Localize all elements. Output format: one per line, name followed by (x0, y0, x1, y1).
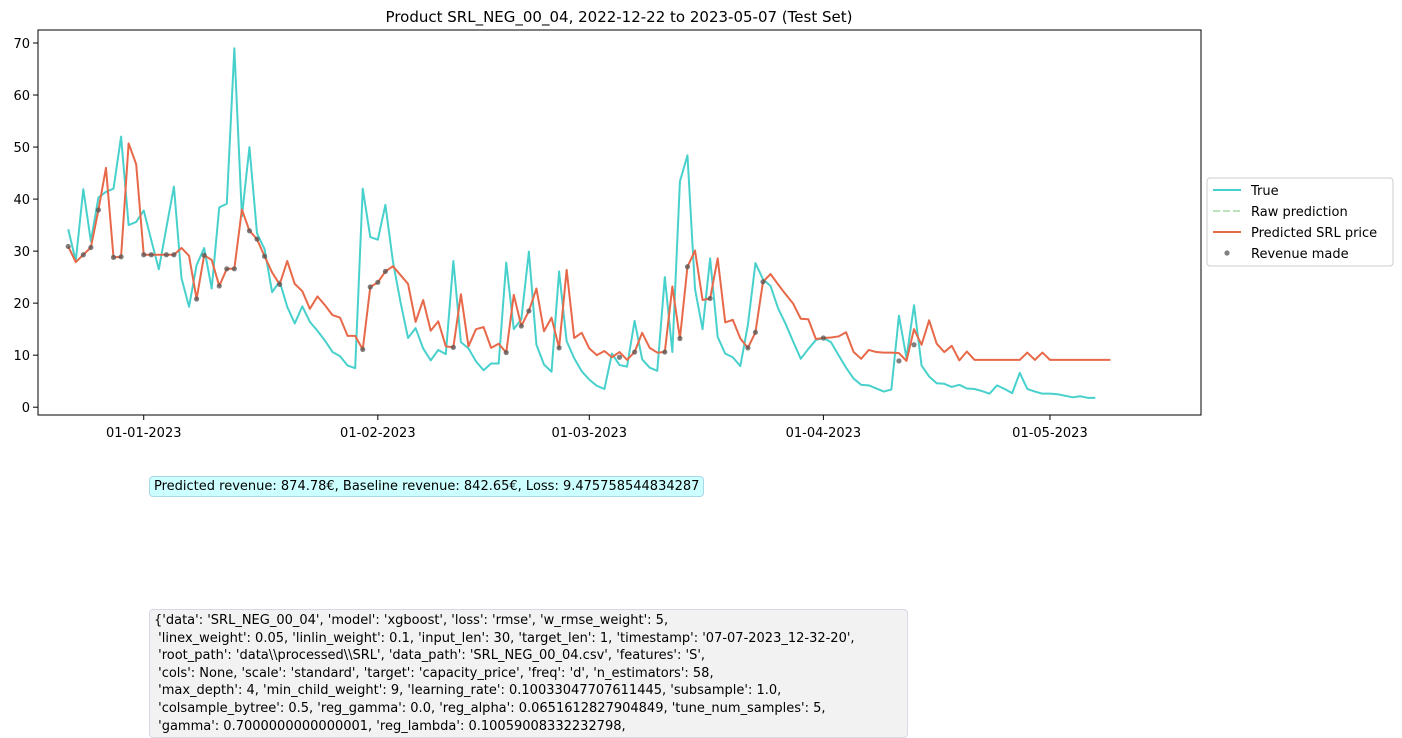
revenue-made-point (752, 329, 759, 335)
revenue-made-point (677, 335, 683, 342)
legend-box (1206, 177, 1394, 267)
revenue-made-point (911, 342, 917, 348)
revenue-made-point (193, 296, 200, 302)
legend-label: Predicted SRL price (1251, 226, 1377, 241)
series-line-predicted-srl-price (67, 142, 1111, 362)
revenue-made-point (367, 284, 373, 290)
revenue-made-point (820, 335, 827, 341)
y-tick-label: 40 (13, 193, 30, 208)
x-tick-label: 01-01-2023 (106, 426, 182, 441)
line-chart: Product SRL_NEG_00_04, 2022-12-22 to 202… (13, 8, 1394, 441)
revenue-made-point (760, 279, 766, 285)
legend-label: Raw prediction (1251, 205, 1348, 220)
x-tick-label: 01-05-2023 (1012, 426, 1088, 441)
revenue-made-point (224, 266, 230, 272)
revenue-summary-box: Predicted revenue: 874.78€, Baseline rev… (149, 476, 705, 497)
chart-title: Product SRL_NEG_00_04, 2022-12-22 to 202… (386, 8, 853, 27)
revenue-made-point (277, 281, 283, 288)
legend: True Raw prediction Predicted SRL price Rev… (1206, 177, 1394, 267)
x-axis: 01-01-2023 01-02-2023 01-03-2023 01-04-2023… (106, 415, 1088, 441)
revenue-made-point (88, 244, 94, 251)
y-tick-label: 20 (13, 297, 30, 312)
revenue-made-point (896, 358, 902, 364)
revenue-made-point (375, 279, 381, 285)
model-params-box: {'data': 'SRL_NEG_00_04', 'model': 'xgbo… (149, 609, 908, 738)
y-tick-label: 60 (13, 89, 30, 104)
revenue-made-point (216, 283, 222, 289)
revenue-made-point (95, 207, 102, 213)
x-tick-label: 01-03-2023 (552, 426, 628, 441)
revenue-made-point (360, 346, 366, 353)
revenue-made-point (171, 252, 177, 258)
revenue-made-point (148, 252, 154, 258)
revenue-made-point (231, 266, 237, 272)
revenue-made-point (684, 264, 691, 270)
legend-marker (1224, 250, 1230, 256)
legend-label: Revenue made (1251, 247, 1349, 262)
revenue-made-point (707, 295, 713, 302)
revenue-made-point (503, 349, 509, 356)
revenue-made-point (556, 345, 562, 351)
revenue-made-point (632, 349, 638, 355)
revenue-made-point (80, 252, 86, 258)
x-tick-label: 01-04-2023 (786, 426, 862, 441)
revenue-made-point (382, 268, 388, 275)
legend-label: True (1250, 184, 1279, 199)
revenue-made-point (141, 252, 147, 258)
revenue-made-point (118, 254, 124, 260)
y-tick-label: 50 (13, 141, 30, 156)
revenue-made-point (745, 345, 751, 351)
revenue-made-point (616, 354, 623, 360)
revenue-made-point (450, 344, 456, 350)
series-line-true (67, 47, 1096, 399)
revenue-made-point (163, 252, 169, 258)
y-tick-label: 10 (13, 349, 30, 364)
revenue-made-point (518, 323, 524, 329)
y-tick-label: 70 (13, 37, 30, 52)
x-tick-label: 01-02-2023 (340, 426, 416, 441)
revenue-made-point (526, 308, 532, 314)
y-tick-label: 0 (22, 401, 30, 416)
revenue-made-point (246, 228, 253, 234)
revenue-made-point (261, 253, 268, 259)
revenue-made-point (65, 243, 71, 250)
y-axis: 0 10 20 30 40 50 60 70 (13, 37, 38, 416)
revenue-made-point (662, 349, 668, 355)
revenue-made-point (110, 254, 117, 260)
y-tick-label: 30 (13, 245, 30, 260)
revenue-made-point (254, 236, 260, 242)
revenue-made-point (201, 252, 207, 258)
series-layer (65, 47, 1111, 399)
